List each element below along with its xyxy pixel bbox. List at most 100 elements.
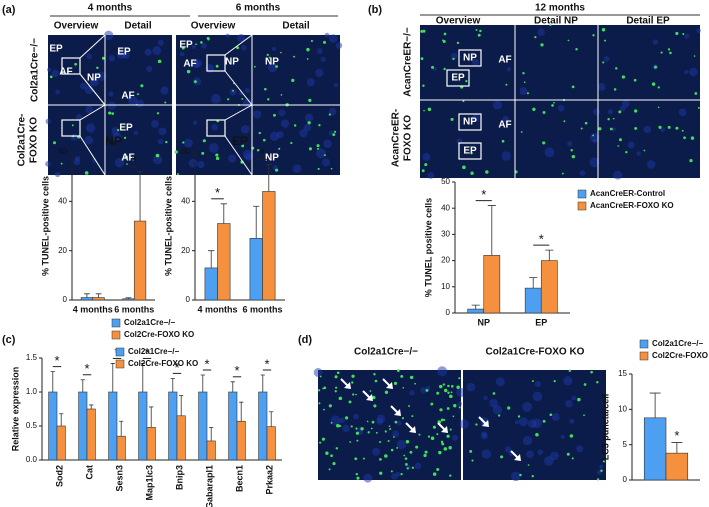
nucleus: [437, 366, 448, 377]
signal: [176, 173, 179, 176]
chart-title: NP: [105, 134, 122, 148]
nucleus: [303, 123, 312, 132]
nucleus: [519, 87, 528, 96]
signal: [596, 381, 599, 384]
signal: [449, 474, 452, 477]
signal: [379, 440, 382, 444]
nucleus: [79, 82, 87, 90]
nucleus: [567, 141, 573, 147]
error-bar: [230, 381, 235, 392]
y-tick-label: 0.5: [26, 421, 38, 430]
signal: [268, 56, 271, 59]
signal: [689, 159, 693, 163]
significance: *: [54, 353, 59, 368]
chart-title: EP: [232, 134, 248, 148]
bar: [206, 440, 216, 461]
nucleus: [537, 28, 545, 36]
error-bar: [239, 401, 244, 422]
signal: [101, 56, 105, 60]
bar: [198, 391, 208, 461]
signal: [542, 419, 546, 423]
signal: [84, 171, 89, 175]
divider: [79, 104, 106, 121]
nucleus: [92, 157, 97, 163]
x-tick-label: Becn1: [234, 465, 244, 492]
group-header: 4 months: [88, 3, 133, 14]
y-tick-label: 20: [181, 246, 190, 255]
region-label: EP: [463, 146, 477, 157]
signal: [571, 154, 576, 159]
signal: [443, 447, 448, 451]
bar: [146, 427, 156, 461]
signal: [373, 373, 376, 376]
nucleus: [597, 83, 606, 91]
signal: [332, 462, 336, 466]
signal: [375, 431, 378, 434]
x-tick-label: 6 months: [114, 304, 154, 314]
signal: [352, 393, 355, 396]
signal: [451, 385, 454, 388]
row-label: Col2a1Cre-: [17, 114, 28, 167]
signal: [404, 457, 408, 460]
signal: [328, 468, 331, 471]
significance: *: [234, 363, 239, 378]
signal: [396, 369, 400, 373]
divider: [224, 70, 253, 106]
row-label: Col2a1Cre−/−: [30, 38, 41, 102]
nucleus: [481, 431, 488, 438]
signal: [449, 394, 453, 399]
signal: [273, 113, 276, 117]
signal: [117, 129, 120, 132]
signal: [602, 61, 605, 64]
region-label: EP: [119, 123, 133, 134]
signal: [186, 69, 191, 74]
signal: [438, 450, 442, 455]
signal: [336, 371, 340, 375]
signal: [618, 138, 622, 142]
nucleus: [363, 473, 373, 483]
nucleus: [569, 418, 575, 424]
signal: [349, 441, 352, 443]
signal: [351, 374, 355, 378]
error-bar: [119, 420, 124, 437]
divider: [79, 73, 106, 106]
signal: [584, 121, 588, 125]
signal: [200, 41, 203, 44]
nucleus: [146, 65, 153, 73]
nucleus: [191, 44, 196, 49]
bar: [266, 426, 276, 461]
signal: [448, 446, 452, 450]
error-bar: [545, 249, 554, 261]
signal: [634, 126, 638, 130]
signal: [379, 457, 382, 461]
nucleus: [427, 171, 435, 179]
nucleus: [502, 115, 509, 123]
nucleus: [452, 434, 459, 441]
nucleus: [241, 45, 247, 51]
signal: [317, 167, 320, 170]
nucleus: [292, 164, 302, 174]
signal: [549, 24, 552, 27]
nucleus: [112, 132, 122, 142]
nucleus: [107, 101, 117, 110]
signal: [456, 385, 460, 390]
y-tick-label: 60: [58, 147, 67, 156]
signal: [575, 47, 578, 51]
signal: [535, 433, 539, 437]
signal: [561, 172, 564, 175]
nucleus: [684, 69, 689, 75]
divider: [224, 135, 253, 176]
significance: *: [132, 153, 137, 168]
row-label: FOXO KO: [29, 117, 40, 163]
significance: *: [144, 345, 149, 360]
signal: [193, 80, 197, 84]
significance: *: [539, 232, 544, 247]
signal: [553, 101, 555, 104]
signal: [450, 391, 453, 394]
nucleus: [472, 114, 480, 122]
signal: [452, 57, 455, 61]
nucleus: [114, 157, 125, 168]
signal: [267, 98, 270, 101]
signal: [280, 51, 282, 54]
column-label: Overview: [54, 21, 99, 32]
